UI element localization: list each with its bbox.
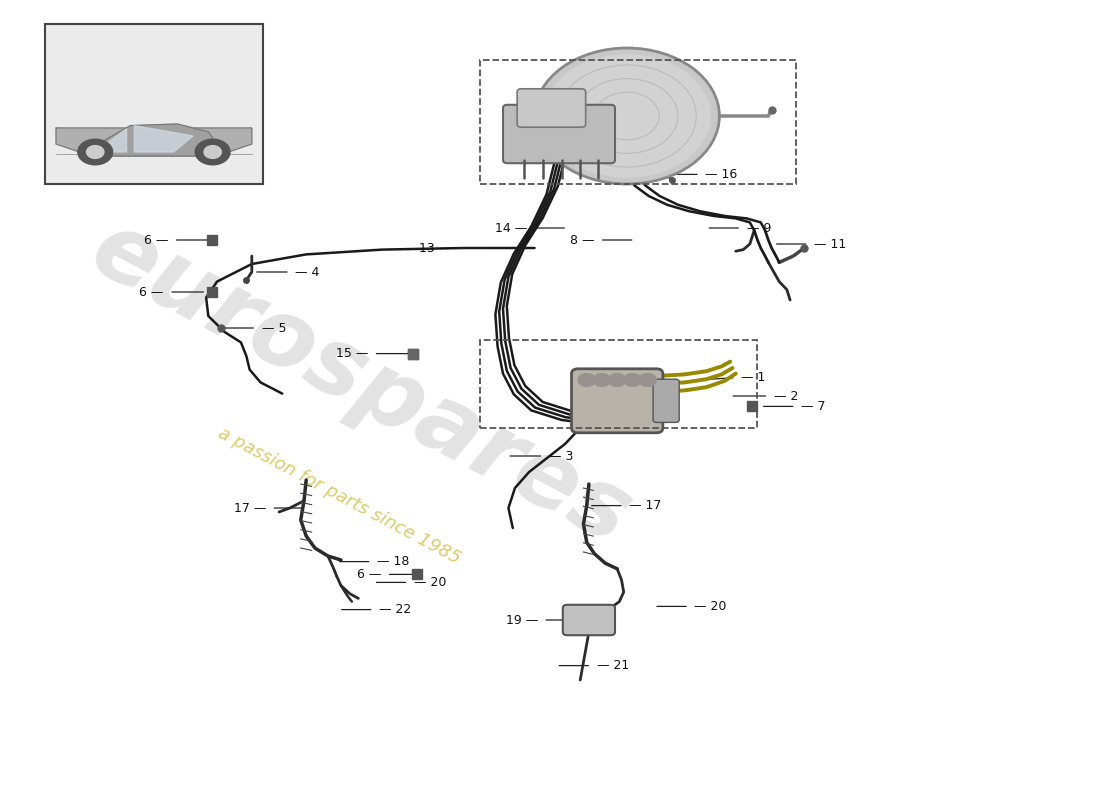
Polygon shape bbox=[56, 128, 252, 156]
Text: — 17: — 17 bbox=[629, 499, 661, 512]
Text: — 3: — 3 bbox=[549, 450, 573, 462]
Text: a passion for parts since 1985: a passion for parts since 1985 bbox=[214, 424, 463, 568]
Text: — 22: — 22 bbox=[379, 603, 411, 616]
Text: 14 —: 14 — bbox=[495, 222, 527, 234]
Text: — 5: — 5 bbox=[262, 322, 286, 334]
Text: — 7: — 7 bbox=[801, 400, 825, 413]
Circle shape bbox=[543, 54, 711, 178]
Text: — 16: — 16 bbox=[705, 168, 737, 181]
Bar bbox=[45, 24, 263, 184]
Text: — 21: — 21 bbox=[596, 659, 629, 672]
Text: 6 —: 6 — bbox=[140, 286, 164, 298]
Circle shape bbox=[535, 48, 719, 184]
Text: — 20: — 20 bbox=[414, 576, 447, 589]
Text: 17 —: 17 — bbox=[233, 502, 266, 514]
Circle shape bbox=[639, 374, 657, 386]
Polygon shape bbox=[134, 126, 194, 152]
FancyBboxPatch shape bbox=[572, 369, 663, 433]
Text: 15 —: 15 — bbox=[336, 347, 368, 360]
Circle shape bbox=[204, 146, 221, 158]
Bar bbox=[481, 340, 758, 428]
Text: 6 —: 6 — bbox=[356, 568, 382, 581]
Circle shape bbox=[78, 139, 112, 165]
Text: — 11: — 11 bbox=[814, 238, 846, 250]
Polygon shape bbox=[109, 129, 126, 152]
Circle shape bbox=[196, 139, 230, 165]
Text: 19 —: 19 — bbox=[506, 614, 538, 626]
Circle shape bbox=[608, 374, 626, 386]
Polygon shape bbox=[91, 124, 217, 156]
Text: — 2: — 2 bbox=[773, 390, 799, 402]
Text: 13 —: 13 — bbox=[419, 242, 451, 254]
FancyBboxPatch shape bbox=[503, 105, 615, 163]
Bar bbox=[481, 60, 795, 184]
Circle shape bbox=[593, 374, 611, 386]
Text: — 20: — 20 bbox=[694, 600, 727, 613]
Circle shape bbox=[87, 146, 103, 158]
Text: — 1: — 1 bbox=[741, 371, 766, 384]
Text: — 18: — 18 bbox=[377, 555, 409, 568]
FancyBboxPatch shape bbox=[653, 379, 679, 422]
Circle shape bbox=[578, 374, 595, 386]
Text: — 9: — 9 bbox=[747, 222, 771, 234]
FancyBboxPatch shape bbox=[517, 89, 585, 127]
Text: — 4: — 4 bbox=[295, 266, 320, 278]
Text: 6 —: 6 — bbox=[144, 234, 168, 246]
Circle shape bbox=[624, 374, 641, 386]
Text: eurospares: eurospares bbox=[75, 203, 646, 565]
FancyBboxPatch shape bbox=[563, 605, 615, 635]
Text: 8 —: 8 — bbox=[570, 234, 594, 246]
